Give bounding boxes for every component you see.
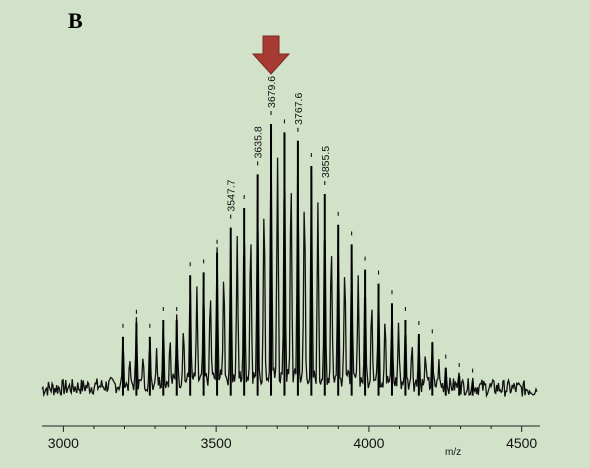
arrow-layer	[251, 35, 291, 75]
spectrum-trace	[41, 137, 538, 398]
x-axis-unit-label: m/z	[445, 447, 461, 458]
x-tick-label: 3500	[201, 435, 232, 451]
peak-marker-layer	[122, 111, 474, 373]
peak-label-layer: 3547.7 3635.8 3679.6 3767.6 3855.5	[226, 76, 332, 212]
highlight-arrow-icon	[251, 35, 291, 75]
x-tick-label: 4000	[353, 435, 384, 451]
x-tick-label: 4500	[506, 435, 537, 451]
panel-letter: B	[68, 8, 83, 33]
peak-label: 3679.6	[266, 76, 278, 108]
x-axis: 3000 3500 4000 4500	[42, 425, 540, 451]
peak-label: 3767.6	[293, 93, 305, 125]
peak-label: 3635.8	[253, 126, 265, 158]
peak-label: 3855.5	[320, 146, 332, 178]
x-tick-label: 3000	[48, 435, 79, 451]
spectrum-layer	[41, 124, 538, 398]
peak-label: 3547.7	[226, 179, 238, 211]
